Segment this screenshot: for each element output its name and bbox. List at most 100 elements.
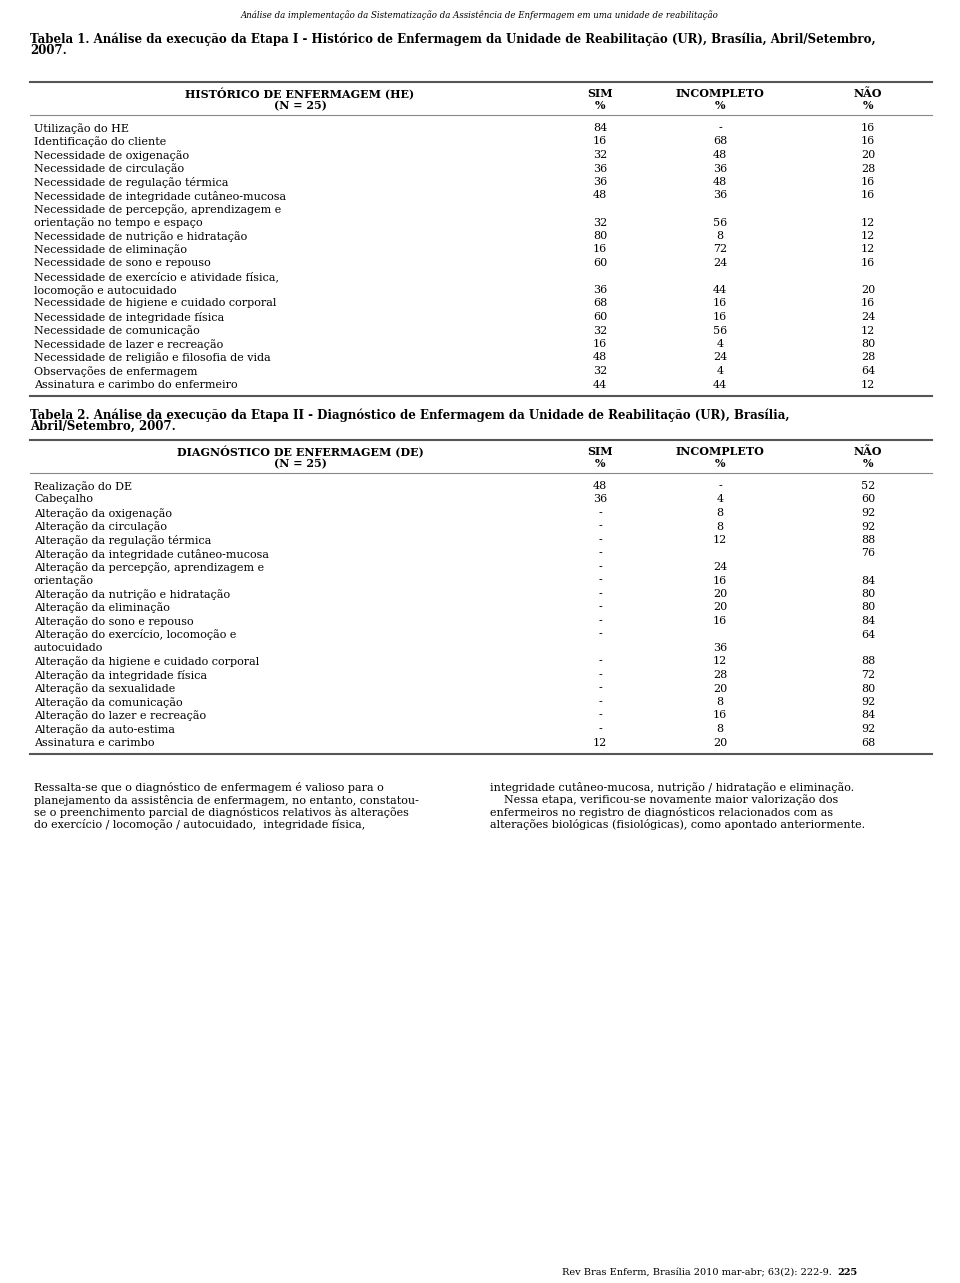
Text: 4: 4 (716, 339, 724, 349)
Text: %: % (863, 100, 874, 112)
Text: 32: 32 (593, 150, 607, 160)
Text: 12: 12 (861, 326, 876, 335)
Text: 8: 8 (716, 521, 724, 531)
Text: Alteração da integridade física: Alteração da integridade física (34, 670, 207, 681)
Text: Necessidade de integridade física: Necessidade de integridade física (34, 312, 225, 323)
Text: 68: 68 (593, 299, 607, 308)
Text: Observações de enfermagem: Observações de enfermagem (34, 366, 198, 377)
Text: -: - (598, 589, 602, 599)
Text: %: % (863, 458, 874, 470)
Text: 8: 8 (716, 724, 724, 734)
Text: 8: 8 (716, 231, 724, 241)
Text: autocuidado: autocuidado (34, 643, 104, 653)
Text: -: - (598, 562, 602, 572)
Text: 72: 72 (713, 245, 727, 254)
Text: 16: 16 (713, 711, 727, 721)
Text: 44: 44 (593, 380, 607, 390)
Text: Alteração da percepção, aprendizagem e: Alteração da percepção, aprendizagem e (34, 562, 264, 572)
Text: Necessidade de circulação: Necessidade de circulação (34, 163, 184, 174)
Text: 36: 36 (713, 643, 727, 653)
Text: Alteração da regulação térmica: Alteração da regulação térmica (34, 535, 211, 547)
Text: Alteração da sexualidade: Alteração da sexualidade (34, 684, 176, 694)
Text: -: - (598, 521, 602, 531)
Text: planejamento da assistência de enfermagem, no entanto, constatou-: planejamento da assistência de enfermage… (34, 794, 419, 806)
Text: 24: 24 (713, 258, 727, 268)
Text: 80: 80 (861, 684, 876, 694)
Text: -: - (598, 711, 602, 721)
Text: 4: 4 (716, 366, 724, 376)
Text: 56: 56 (713, 326, 727, 335)
Text: 28: 28 (713, 670, 727, 680)
Text: -: - (598, 576, 602, 585)
Text: Necessidade de sono e repouso: Necessidade de sono e repouso (34, 258, 211, 268)
Text: 16: 16 (861, 299, 876, 308)
Text: 16: 16 (861, 123, 876, 133)
Text: 24: 24 (713, 353, 727, 363)
Text: 64: 64 (861, 630, 876, 639)
Text: Nessa etapa, verificou-se novamente maior valorização dos: Nessa etapa, verificou-se novamente maio… (490, 794, 838, 806)
Text: Necessidade de exercício e atividade física,: Necessidade de exercício e atividade fís… (34, 272, 279, 282)
Text: Tabela 1. Análise da execução da Etapa I - Histórico de Enfermagem da Unidade de: Tabela 1. Análise da execução da Etapa I… (30, 32, 876, 45)
Text: -: - (598, 508, 602, 518)
Text: 80: 80 (861, 603, 876, 612)
Text: 20: 20 (861, 285, 876, 295)
Text: Necessidade de lazer e recreação: Necessidade de lazer e recreação (34, 339, 224, 350)
Text: 16: 16 (713, 312, 727, 322)
Text: 44: 44 (713, 380, 727, 390)
Text: Necessidade de religião e filosofia de vida: Necessidade de religião e filosofia de v… (34, 353, 271, 363)
Text: 225: 225 (837, 1268, 857, 1277)
Text: %: % (595, 100, 605, 112)
Text: 16: 16 (593, 136, 607, 146)
Text: 20: 20 (861, 150, 876, 160)
Text: 48: 48 (713, 177, 727, 187)
Text: Alteração da oxigenação: Alteração da oxigenação (34, 508, 172, 518)
Text: -: - (598, 684, 602, 694)
Text: 16: 16 (593, 245, 607, 254)
Text: Necessidade de integridade cutâneo-mucosa: Necessidade de integridade cutâneo-mucos… (34, 190, 286, 201)
Text: 68: 68 (861, 738, 876, 748)
Text: 8: 8 (716, 508, 724, 518)
Text: Rev Bras Enferm, Brasília 2010 mar-abr; 63(2): 222-9.: Rev Bras Enferm, Brasília 2010 mar-abr; … (563, 1268, 832, 1277)
Text: 84: 84 (593, 123, 607, 133)
Text: 64: 64 (861, 366, 876, 376)
Text: 84: 84 (861, 616, 876, 626)
Text: 16: 16 (713, 616, 727, 626)
Text: 16: 16 (861, 177, 876, 187)
Text: 84: 84 (861, 711, 876, 721)
Text: -: - (718, 481, 722, 491)
Text: 60: 60 (593, 312, 607, 322)
Text: Utilização do HE: Utilização do HE (34, 123, 129, 133)
Text: Alteração do lazer e recreação: Alteração do lazer e recreação (34, 711, 206, 721)
Text: 32: 32 (593, 366, 607, 376)
Text: 80: 80 (861, 589, 876, 599)
Text: Ressalta-se que o diagnóstico de enfermagem é valioso para o: Ressalta-se que o diagnóstico de enferma… (34, 783, 384, 793)
Text: 20: 20 (713, 589, 727, 599)
Text: 4: 4 (716, 494, 724, 504)
Text: 28: 28 (861, 163, 876, 173)
Text: -: - (598, 616, 602, 626)
Text: 16: 16 (861, 258, 876, 268)
Text: 92: 92 (861, 724, 876, 734)
Text: 12: 12 (593, 738, 607, 748)
Text: SIM: SIM (588, 89, 612, 99)
Text: Identificação do cliente: Identificação do cliente (34, 136, 166, 148)
Text: 2007.: 2007. (30, 44, 67, 56)
Text: 56: 56 (713, 218, 727, 227)
Text: 92: 92 (861, 521, 876, 531)
Text: Necessidade de regulação térmica: Necessidade de regulação térmica (34, 177, 228, 189)
Text: Necessidade de nutrição e hidratação: Necessidade de nutrição e hidratação (34, 231, 248, 241)
Text: orientação: orientação (34, 576, 94, 586)
Text: locomoção e autocuidado: locomoção e autocuidado (34, 285, 177, 296)
Text: Necessidade de percepção, aprendizagem e: Necessidade de percepção, aprendizagem e (34, 204, 281, 214)
Text: 20: 20 (713, 684, 727, 694)
Text: 36: 36 (713, 190, 727, 200)
Text: -: - (598, 697, 602, 707)
Text: 36: 36 (593, 494, 607, 504)
Text: Alteração do sono e repouso: Alteração do sono e repouso (34, 616, 194, 627)
Text: -: - (598, 657, 602, 666)
Text: 16: 16 (713, 299, 727, 308)
Text: -: - (598, 535, 602, 545)
Text: Alteração da integridade cutâneo-mucosa: Alteração da integridade cutâneo-mucosa (34, 549, 269, 559)
Text: Análise da implementação da Sistematização da Assistência de Enfermagem em uma u: Análise da implementação da Sistematizaç… (241, 10, 719, 19)
Text: Necessidade de eliminação: Necessidade de eliminação (34, 245, 187, 255)
